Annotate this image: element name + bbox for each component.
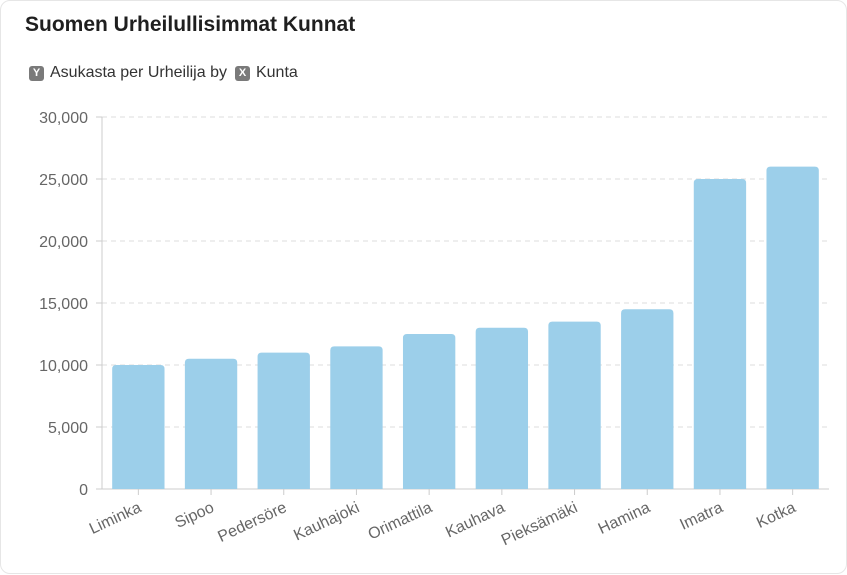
y-axis-badge: Y <box>29 65 44 81</box>
x-tick-label: Sipoo <box>172 499 216 532</box>
x-tick-label: Liminka <box>87 499 144 538</box>
y-tick-label: 20,000 <box>39 234 88 251</box>
bar <box>548 321 601 489</box>
y-tick-label: 10,000 <box>39 358 88 375</box>
bar <box>257 352 310 489</box>
y-tick-label: 30,000 <box>39 110 88 127</box>
y-tick-label: 0 <box>79 482 88 499</box>
x-axis-badge: X <box>234 65 250 81</box>
bar <box>184 358 238 489</box>
x-tick-label: Imatra <box>677 499 725 534</box>
bar <box>330 346 383 489</box>
y-axis-legend-label: Asukasta per Urheilija <box>50 64 206 81</box>
y-tick-label: 25,000 <box>39 172 88 189</box>
x-axis-legend-label: Kunta <box>255 64 298 81</box>
bar <box>475 327 529 489</box>
bar <box>693 179 747 489</box>
x-tick-label: Kauhava <box>443 499 508 541</box>
x-tick-label: Kauhajoki <box>291 499 362 544</box>
x-tick-label: Pieksämäki <box>499 499 580 549</box>
x-tick-label: Pedersöre <box>215 499 289 546</box>
bar <box>112 365 165 489</box>
x-tick-label: Hamina <box>596 499 653 538</box>
bar <box>621 309 674 489</box>
bar <box>766 166 819 489</box>
x-tick-label: Kotka <box>754 499 798 532</box>
x-tick-label: Orimattila <box>366 499 435 543</box>
y-tick-label: 5,000 <box>48 420 88 437</box>
bar <box>402 334 456 489</box>
legend: Y Asukasta per Urheilija by X Kunta <box>29 63 298 83</box>
chart-title: Suomen Urheilullisimmat Kunnat <box>25 13 356 36</box>
y-tick-label: 15,000 <box>39 296 88 313</box>
legend-by-text: by <box>210 64 227 81</box>
